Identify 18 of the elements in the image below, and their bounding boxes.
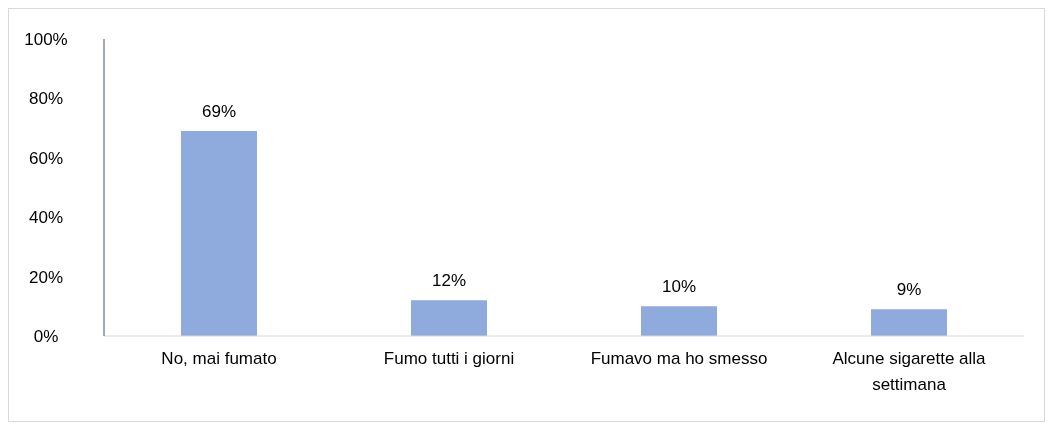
y-tick-label: 60% [28, 148, 64, 168]
y-tick-label: 40% [28, 208, 64, 228]
y-tick-label: 0% [33, 327, 59, 347]
bar [871, 309, 947, 336]
y-tick-label: 80% [28, 89, 64, 109]
x-tick-label: No, mai fumato [161, 349, 277, 368]
data-label: 9% [896, 280, 922, 300]
bar [411, 300, 487, 336]
data-label: 69% [201, 102, 237, 122]
y-tick-label: 20% [28, 267, 64, 287]
x-tick-label: Fumo tutti i giorni [383, 349, 515, 368]
bar [181, 131, 257, 336]
bar [641, 306, 717, 336]
x-tick-label: Alcune sigarette alla settimana [832, 349, 987, 394]
data-label: 12% [431, 271, 467, 291]
data-label: 10% [661, 277, 697, 297]
y-tick-label: 100% [24, 30, 68, 50]
x-tick-label: Fumavo ma ho smesso [590, 349, 768, 368]
